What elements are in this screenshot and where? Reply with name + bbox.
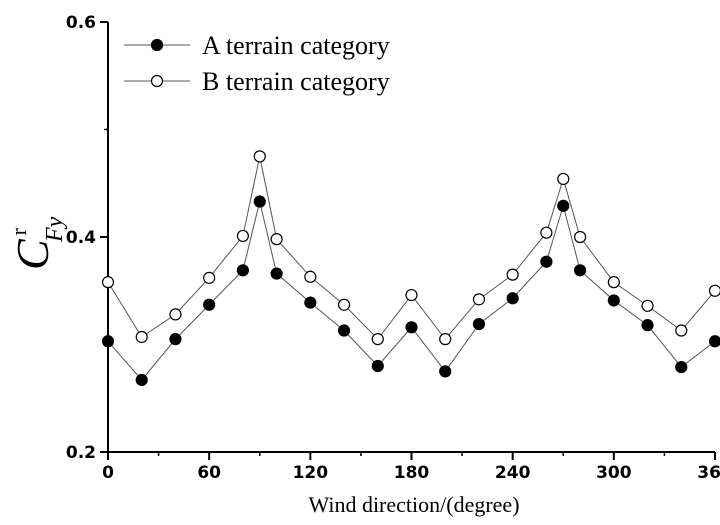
legend-label: B terrain category [202,67,390,96]
data-point-a [371,359,384,373]
y-axis-title-superscript: r [6,227,31,235]
data-point-a [304,296,317,309]
legend-label: A terrain category [202,31,390,60]
data-point-b [135,330,148,344]
data-point-b [203,271,216,284]
data-point-a [708,335,720,348]
data-point-a [574,264,587,277]
data-point-b [337,298,351,311]
data-point-a [337,324,351,337]
data-point-b [253,150,266,163]
data-point-b [506,268,519,281]
data-point-a [540,255,553,268]
data-point-a [236,264,249,277]
data-point-b [405,288,418,302]
x-axis-title: Wind direction/(degree) [308,492,519,517]
legend-marker [150,38,164,52]
data-point-b [574,230,587,244]
data-point-a [270,267,283,280]
y-tick-label: 0.6 [66,13,96,33]
x-tick-label: 300 [596,463,632,483]
series-line-b [107,156,716,340]
data-point-b [607,276,620,289]
x-tick-label: 180 [394,463,430,483]
x-tick-label: 60 [197,463,221,483]
data-point-a [439,365,452,378]
y-tick-label: 0.2 [66,443,96,463]
x-tick-label: 120 [293,463,329,483]
data-point-b [708,284,720,297]
legend-marker [150,74,164,88]
data-point-b [101,276,115,289]
data-point-a [253,195,266,208]
plot-area: 0 60 120 180 240 300 360 0.2 0.4 0.6 A terrain cat… [66,13,720,483]
y-axis-title-main: C [7,238,58,270]
x-tick-label: 240 [495,463,531,483]
y-axis-title-subscript: Fy [42,216,68,243]
data-point-a [506,292,519,305]
y-axis-title: Cr Fy [6,216,68,270]
y-tick-label: 0.4 [66,228,96,248]
data-point-b [304,270,317,283]
data-point-a [169,333,182,346]
data-point-b [540,226,553,239]
data-point-a [101,335,115,348]
data-point-a [135,373,148,387]
x-tick-label: 0 [102,463,114,483]
x-tick-label: 360 [697,463,720,483]
data-point-b [675,324,688,337]
data-point-b [557,172,570,186]
data-point-a [675,360,688,374]
data-point-b [472,293,486,306]
data-point-a [472,317,486,331]
data-point-b [169,308,182,321]
data-point-b [270,233,283,246]
data-point-b [371,333,384,346]
data-point-a [405,321,418,334]
data-point-b [641,299,654,312]
data-point-b [439,333,452,346]
data-point-a [607,294,620,307]
data-point-a [557,199,570,212]
data-point-a [641,319,654,332]
data-point-b [236,229,249,243]
data-point-a [203,298,216,311]
